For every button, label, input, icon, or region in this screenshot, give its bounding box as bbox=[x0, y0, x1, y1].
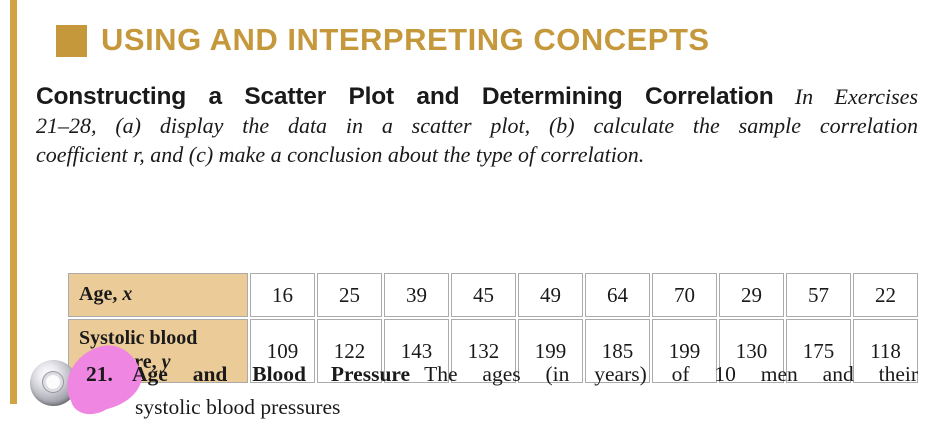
table-cell: 22 bbox=[853, 273, 918, 317]
table-cell: 118 bbox=[853, 319, 918, 383]
exercise-body-line-2: systolic blood pressures bbox=[135, 395, 341, 419]
row-header-age-label: Age, bbox=[79, 283, 118, 306]
section-header: USING AND INTERPRETING CONCEPTS bbox=[56, 22, 710, 58]
table-cell: 175 bbox=[786, 319, 851, 383]
table-cell: 185 bbox=[585, 319, 650, 383]
cd-icon-hole bbox=[46, 375, 60, 389]
table-cell: 122 bbox=[317, 319, 382, 383]
instructions-line-3: coefficient r, and (c) make a conclusion… bbox=[36, 142, 645, 167]
instructions-exercises-note: In Exercises bbox=[794, 84, 919, 109]
table-cell: 199 bbox=[652, 319, 717, 383]
table-cell: 49 bbox=[518, 273, 583, 317]
row-header-age-var: x bbox=[122, 283, 133, 306]
table-cell: 132 bbox=[451, 319, 516, 383]
table-cell: 70 bbox=[652, 273, 717, 317]
instructions-heading: Constructing a Scatter Plot and Determin… bbox=[36, 83, 774, 110]
exercise-instructions: Constructing a Scatter Plot and Determin… bbox=[36, 82, 918, 169]
instructions-line-2: 21–28, (a) display the data in a scatter… bbox=[36, 113, 918, 138]
section-title: USING AND INTERPRETING CONCEPTS bbox=[101, 22, 710, 57]
table-cell: 199 bbox=[518, 319, 583, 383]
section-bullet-square bbox=[56, 25, 87, 57]
table-cell: 130 bbox=[719, 319, 784, 383]
exercise-21: 21. Age and Blood Pressure The ages (in ye… bbox=[0, 172, 948, 422]
table-cell: 57 bbox=[786, 273, 851, 317]
row-header-blood-pressure-var: y bbox=[161, 351, 171, 373]
table-cell: 64 bbox=[585, 273, 650, 317]
exercise-body-line-1: The ages (in years) of 10 men and their bbox=[424, 362, 918, 386]
page-accent-bar bbox=[10, 0, 17, 404]
table-cell: 29 bbox=[719, 273, 784, 317]
exercise-text: 21. Age and Blood Pressure The ages (in ye… bbox=[86, 358, 918, 424]
row-header-age: Age, x bbox=[68, 273, 248, 317]
exercise-title: Age and Blood Pressure bbox=[132, 362, 411, 386]
table-cell: 39 bbox=[384, 273, 449, 317]
table-row-blood-pressure: Systolic blood pressure,y 109 122 143 13… bbox=[68, 319, 918, 383]
exercise-line-1: 21. Age and Blood Pressure The ages (in ye… bbox=[86, 358, 918, 391]
exercise-number: 21. bbox=[86, 362, 113, 386]
instructions-line-1: Constructing a Scatter Plot and Determin… bbox=[36, 82, 918, 111]
table-cell: 16 bbox=[250, 273, 315, 317]
table-row-age: Age, x 16 25 39 45 49 64 70 29 57 22 bbox=[68, 273, 918, 317]
table-cell: 109 bbox=[250, 319, 315, 383]
data-table: Age, x 16 25 39 45 49 64 70 29 57 22 Syst… bbox=[66, 271, 920, 385]
table-cell: 25 bbox=[317, 273, 382, 317]
table-cell: 45 bbox=[451, 273, 516, 317]
table-cell: 143 bbox=[384, 319, 449, 383]
